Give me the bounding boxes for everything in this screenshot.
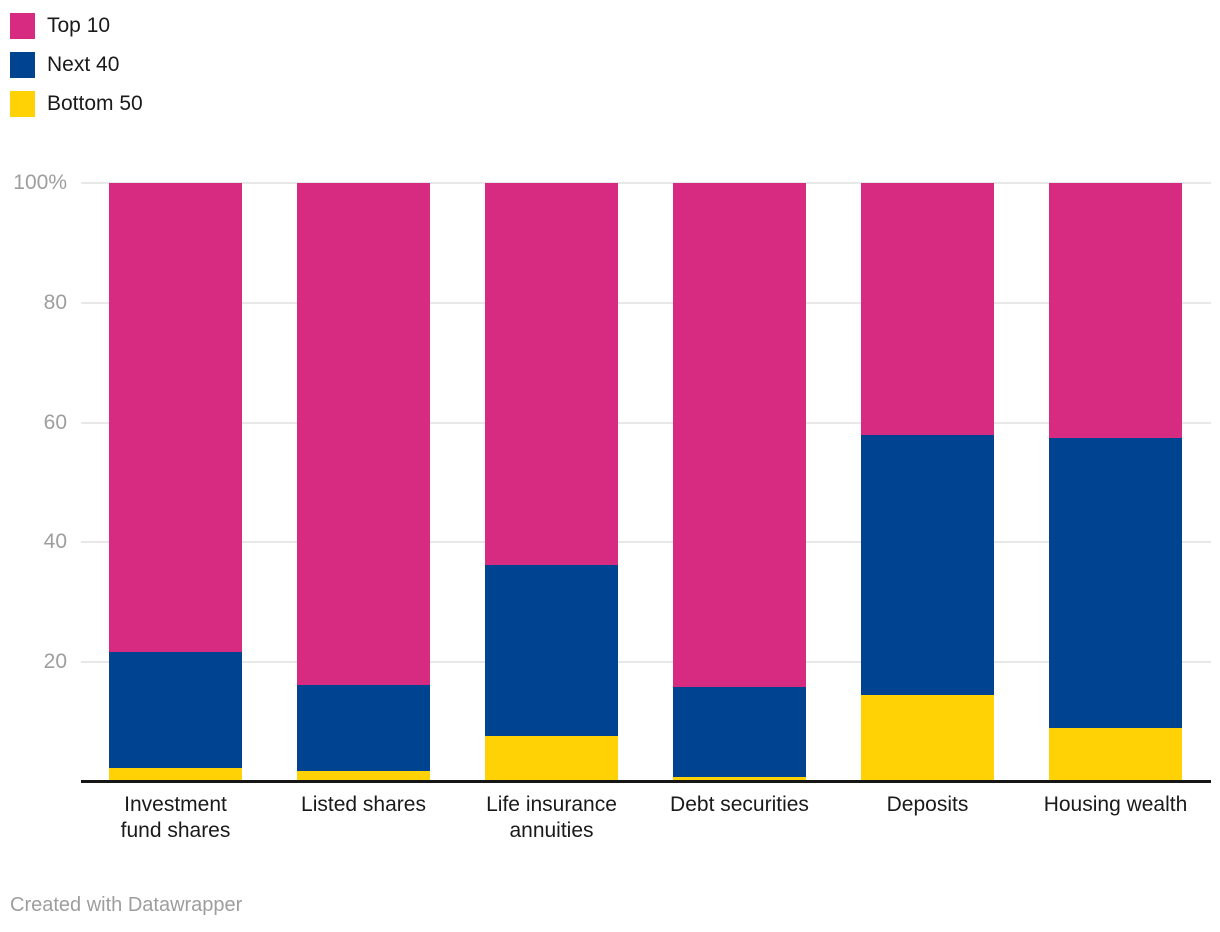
x-axis-label: Debt securities — [670, 793, 809, 816]
bar-segment-next-40[interactable] — [673, 686, 806, 777]
bar-deposits[interactable] — [861, 183, 994, 782]
x-axis-label: Listed shares — [301, 793, 426, 816]
gridline — [81, 541, 1211, 544]
bar-segment-next-40[interactable] — [109, 652, 242, 769]
legend-item-label: Next 40 — [47, 53, 120, 76]
bar-segment-top-10[interactable] — [673, 183, 806, 687]
attribution-link[interactable]: Created with Datawrapper — [10, 894, 243, 916]
bar-housing-wealth[interactable] — [1049, 183, 1182, 782]
gridline — [81, 421, 1211, 424]
bar-segment-bottom-50[interactable] — [1049, 728, 1182, 782]
bar-segment-top-10[interactable] — [109, 183, 242, 653]
y-axis-tick-label: 80 — [43, 290, 67, 314]
x-axis-label: Housing wealth — [1043, 793, 1188, 816]
bar-segment-top-10[interactable] — [861, 183, 994, 435]
bar-segment-next-40[interactable] — [861, 434, 994, 695]
bar-segment-bottom-50[interactable] — [297, 771, 430, 782]
legend-item-top-10: Top 10 — [10, 13, 143, 39]
bar-segment-top-10[interactable] — [1049, 183, 1182, 439]
x-axis-baseline — [81, 780, 1211, 783]
bar-segment-bottom-50[interactable] — [109, 768, 242, 782]
legend-item-bottom-50: Bottom 50 — [10, 91, 143, 117]
bar-segment-top-10[interactable] — [485, 183, 618, 565]
gridline — [81, 301, 1211, 304]
bar-life-insurance-annuities[interactable] — [485, 183, 618, 782]
legend-swatch-icon — [10, 13, 35, 39]
bar-debt-securities[interactable] — [673, 183, 806, 782]
bar-segment-bottom-50[interactable] — [673, 776, 806, 782]
legend: Top 10 Next 40 Bottom 50 — [10, 13, 143, 117]
bar-segment-top-10[interactable] — [297, 183, 430, 685]
bar-investment-fund-shares[interactable] — [109, 183, 242, 782]
y-axis-tick-label: 100% — [13, 171, 67, 194]
bar-segment-bottom-50[interactable] — [485, 735, 618, 782]
y-axis-tick-label: 40 — [43, 530, 67, 554]
bar-segment-next-40[interactable] — [297, 684, 430, 772]
legend-item-label: Top 10 — [47, 14, 111, 37]
x-axis-label: Deposits — [886, 793, 969, 816]
gridline — [81, 661, 1211, 664]
gridline — [81, 182, 1211, 184]
bar-segment-next-40[interactable] — [1049, 438, 1182, 729]
legend-swatch-icon — [10, 52, 35, 78]
legend-swatch-icon — [10, 91, 35, 117]
x-axis-label: Investment fund shares — [120, 793, 231, 842]
bar-listed-shares[interactable] — [297, 183, 430, 782]
legend-item-label: Bottom 50 — [47, 92, 143, 115]
y-axis-tick-label: 20 — [43, 650, 67, 674]
legend-item-next-40: Next 40 — [10, 52, 143, 78]
x-axis-label: Life insurance annuities — [486, 793, 617, 842]
bar-segment-next-40[interactable] — [485, 564, 618, 736]
bar-segment-bottom-50[interactable] — [861, 694, 994, 782]
y-axis-tick-label: 60 — [43, 410, 67, 434]
